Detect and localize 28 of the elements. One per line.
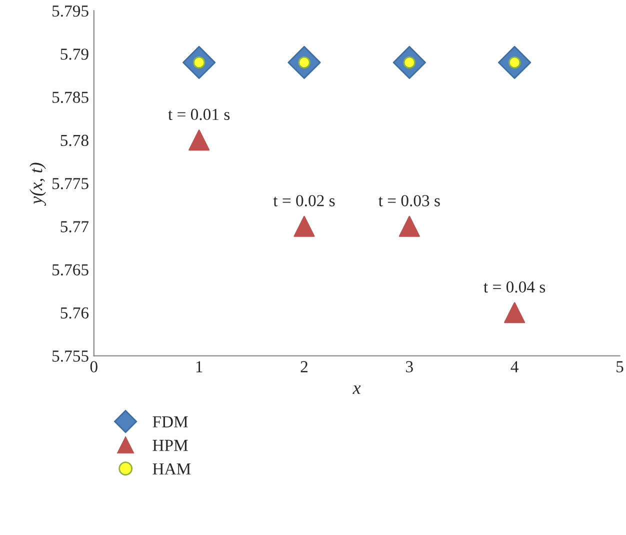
annotation: t = 0.03 s — [378, 195, 440, 206]
y-tick-label: 5.78 — [60, 134, 88, 146]
y-tick-label: 5.775 — [52, 178, 88, 190]
y-tick-label: 5.76 — [60, 307, 89, 319]
point — [294, 216, 315, 237]
x-tick-label: 3 — [406, 361, 413, 372]
y-tick-label: 5.785 — [52, 92, 88, 103]
point — [188, 130, 210, 151]
x-tick-label: 1 — [196, 361, 202, 372]
x-tick-label: 4 — [510, 361, 518, 372]
x-tick-label: 0 — [90, 361, 98, 372]
legend-label: HPM — [152, 440, 188, 451]
x-axis-title: x — [352, 386, 361, 394]
x-tick-label: 2 — [300, 361, 308, 372]
y-tick-label: 5.795 — [52, 5, 88, 17]
annotation: t = 0.01 s — [168, 108, 230, 120]
y-axis-title: y(x, t) — [30, 162, 46, 206]
y-tick-label: 5.765 — [52, 264, 88, 276]
legend-label: FDM — [152, 416, 188, 428]
legend-label: HAM — [152, 463, 191, 474]
annotation: t = 0.04 s — [484, 281, 546, 293]
point — [504, 302, 526, 324]
y-tick-label: 5.79 — [60, 48, 88, 60]
y-tick-label: 5.755 — [52, 350, 88, 362]
y-tick-label: 5.77 — [60, 221, 89, 232]
x-tick-label: 5 — [616, 361, 624, 372]
point — [398, 216, 420, 237]
annotation: t = 0.02 s — [273, 195, 335, 206]
